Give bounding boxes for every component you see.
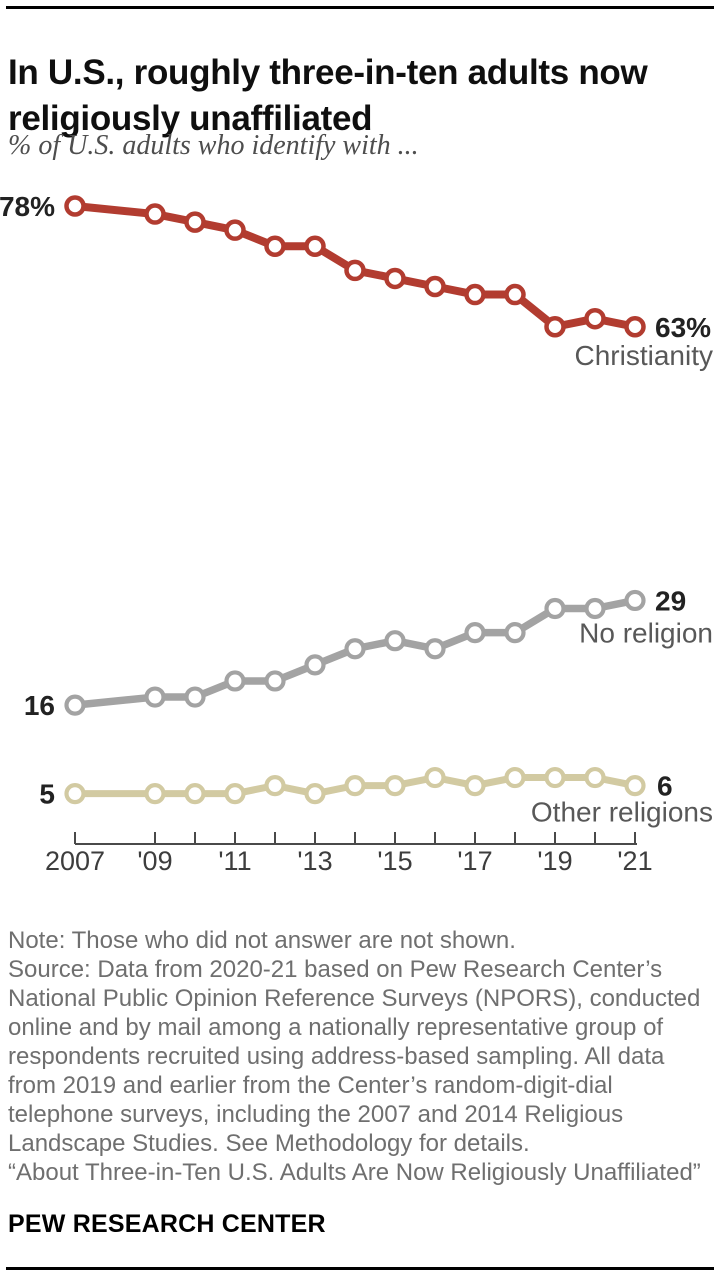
christianity-marker — [304, 235, 326, 257]
x-axis-tick-label: '15 — [377, 846, 412, 876]
no-religion-marker — [424, 638, 446, 660]
other-religions-end-value-label: 6 — [657, 771, 673, 802]
other-religions-marker — [144, 783, 166, 805]
chart-canvas: 2007 '09 '11 '13 '15 '17 '19 '21 78% 63%Christian… — [0, 191, 713, 876]
footer-note: Note: Those who did not answer are not s… — [8, 927, 516, 954]
footer-report-title: “About Three-in-Ten U.S. Adults Are Now … — [8, 1159, 701, 1186]
chart-subtitle: % of U.S. adults who identify with ... — [8, 130, 419, 161]
other-religions-marker — [584, 766, 606, 789]
christianity-end-value-label: 63% — [655, 312, 711, 343]
christianity-series-label: Christianity — [575, 340, 713, 371]
no-religion-series-label: No religion — [579, 617, 713, 648]
no-religion-marker — [184, 686, 206, 708]
chart-footer: Note: Those who did not answer are not s… — [8, 926, 708, 1187]
no-religion-marker — [344, 638, 366, 660]
other-religions-marker — [504, 766, 526, 789]
no-religion-start-value-label: 16 — [24, 690, 55, 721]
christianity-marker — [264, 235, 286, 257]
x-axis-tick-label: '13 — [297, 846, 332, 876]
christianity-marker — [224, 219, 246, 241]
christianity-marker — [64, 195, 86, 217]
christianity-marker — [544, 316, 566, 338]
no-religion-marker — [224, 670, 246, 692]
no-religion-marker — [384, 630, 406, 652]
no-religion-marker — [504, 622, 526, 644]
other-religions-marker — [464, 774, 486, 797]
other-religions-marker — [264, 774, 286, 797]
no-religion-marker — [464, 622, 486, 644]
top-rule — [6, 6, 714, 9]
christianity-start-value-label: 78% — [0, 191, 55, 222]
no-religion-marker — [144, 686, 166, 708]
x-axis-tick-label: '11 — [218, 846, 251, 876]
other-religions-marker — [384, 774, 406, 797]
x-axis-tick-label: '17 — [457, 846, 492, 876]
other-religions-marker — [424, 766, 446, 789]
other-religions-start-value-label: 5 — [39, 779, 55, 810]
no-religion-marker — [624, 589, 646, 612]
christianity-marker — [184, 211, 206, 233]
footer-source: Source: Data from 2020-21 based on Pew R… — [8, 956, 701, 1157]
other-religions-marker — [64, 783, 86, 805]
no-religion-end-value-label: 29 — [655, 585, 686, 616]
pew-brand-label: PEW RESEARCH CENTER — [8, 1210, 326, 1238]
x-axis-tick-label: '09 — [137, 846, 172, 876]
no-religion-marker — [544, 597, 566, 620]
x-axis-tick-label: '21 — [617, 846, 652, 876]
x-axis-tick-label: 2007 — [45, 846, 105, 876]
christianity-marker — [384, 267, 406, 290]
other-religions-marker — [344, 774, 366, 797]
chart-title-line1: In U.S., roughly three-in-ten adults now — [8, 53, 648, 93]
other-religions-marker — [544, 766, 566, 789]
other-religions-series-label: Other religions — [531, 797, 713, 828]
other-religions-marker — [224, 783, 246, 805]
x-axis-tick-label: '19 — [537, 846, 572, 876]
christianity-marker — [344, 259, 366, 282]
trend-chart: 2007 '09 '11 '13 '15 '17 '19 '21 78% 63% Christian… — [0, 180, 720, 900]
no-religion-marker — [64, 694, 86, 716]
bottom-rule — [6, 1267, 714, 1270]
christianity-marker — [624, 316, 646, 338]
other-religions-marker — [304, 783, 326, 805]
chart-title: In U.S., roughly three-in-ten adults now… — [8, 50, 708, 142]
christianity-marker — [504, 283, 526, 306]
christianity-marker — [464, 283, 486, 306]
other-religions-marker — [624, 774, 646, 797]
christianity-marker — [144, 203, 166, 225]
no-religion-marker — [264, 670, 286, 692]
chart-title-line2: religiously unaffiliated — [8, 99, 373, 139]
christianity-marker — [584, 307, 606, 330]
no-religion-marker — [304, 654, 326, 676]
other-religions-marker — [184, 783, 206, 805]
christianity-marker — [424, 275, 446, 298]
no-religion-marker — [584, 597, 606, 620]
